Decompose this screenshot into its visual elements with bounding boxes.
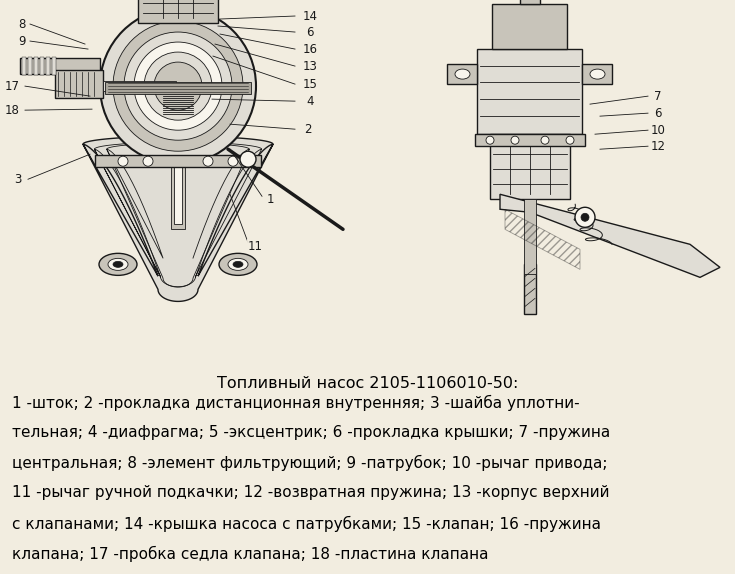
Circle shape	[154, 62, 202, 110]
Bar	[492, 4, 567, 49]
Bar	[52, 57, 56, 75]
Circle shape	[240, 151, 256, 167]
Text: 11: 11	[248, 240, 262, 253]
Bar	[95, 155, 261, 167]
Text: клапана; 17 -пробка седла клапана; 18 -пластина клапана: клапана; 17 -пробка седла клапана; 18 -п…	[12, 546, 489, 562]
Text: 10: 10	[650, 123, 665, 137]
Ellipse shape	[233, 261, 243, 267]
Ellipse shape	[113, 261, 123, 267]
Text: 14: 14	[303, 10, 318, 22]
Text: Топливный насос 2105-1106010-50:: Топливный насос 2105-1106010-50:	[217, 377, 518, 391]
Bar	[478, 49, 583, 134]
Circle shape	[100, 8, 256, 164]
Circle shape	[228, 156, 238, 166]
Ellipse shape	[228, 258, 248, 270]
Bar	[34, 57, 38, 75]
Ellipse shape	[590, 69, 605, 79]
Text: 13: 13	[303, 60, 318, 72]
Bar	[105, 82, 251, 94]
Text: с клапанами; 14 -крышка насоса с патрубками; 15 -клапан; 16 -пружина: с клапанами; 14 -крышка насоса с патрубк…	[12, 515, 601, 532]
Circle shape	[143, 156, 153, 166]
Text: 15: 15	[303, 77, 318, 91]
Bar	[490, 134, 570, 199]
Text: 1 -шток; 2 -прокладка дистанционная внутренняя; 3 -шайба уплотни-: 1 -шток; 2 -прокладка дистанционная внут…	[12, 394, 580, 410]
Bar	[46, 57, 50, 75]
Bar	[475, 134, 585, 146]
Circle shape	[144, 52, 212, 120]
Bar	[20, 58, 100, 74]
Circle shape	[203, 156, 213, 166]
Bar	[174, 149, 182, 224]
Circle shape	[541, 136, 549, 144]
Text: 1: 1	[266, 193, 273, 205]
Text: 9: 9	[18, 34, 26, 48]
Ellipse shape	[455, 69, 470, 79]
Circle shape	[566, 136, 574, 144]
Circle shape	[486, 136, 494, 144]
Bar	[583, 64, 612, 84]
Text: 4: 4	[306, 95, 314, 108]
Text: 7: 7	[654, 90, 662, 103]
Circle shape	[113, 21, 243, 151]
Text: 17: 17	[4, 80, 20, 92]
Bar	[28, 57, 32, 75]
Ellipse shape	[99, 253, 137, 276]
Text: 2: 2	[304, 123, 312, 135]
Circle shape	[118, 156, 128, 166]
Circle shape	[134, 42, 222, 130]
Text: 6: 6	[654, 107, 662, 119]
Text: 18: 18	[4, 104, 19, 117]
Text: 6: 6	[306, 26, 314, 38]
Ellipse shape	[219, 253, 257, 276]
Text: 3: 3	[14, 173, 22, 186]
Bar	[138, 0, 218, 23]
Bar	[520, 0, 540, 4]
Ellipse shape	[108, 258, 128, 270]
Text: центральная; 8 -элемент фильтрующий; 9 -патрубок; 10 -рычаг привода;: центральная; 8 -элемент фильтрующий; 9 -…	[12, 455, 608, 471]
Circle shape	[511, 136, 519, 144]
Bar	[448, 64, 478, 84]
Text: 16: 16	[303, 42, 318, 56]
Text: тельная; 4 -диафрагма; 5 -эксцентрик; 6 -прокладка крышки; 7 -пружина: тельная; 4 -диафрагма; 5 -эксцентрик; 6 …	[12, 425, 610, 440]
Circle shape	[124, 32, 232, 140]
Bar	[103, 81, 176, 91]
Text: 12: 12	[650, 139, 665, 153]
Bar	[524, 265, 536, 315]
Circle shape	[575, 207, 595, 227]
Text: 8: 8	[18, 18, 26, 30]
Bar	[524, 199, 536, 274]
Bar	[40, 57, 44, 75]
Circle shape	[581, 214, 589, 222]
Bar	[171, 144, 185, 229]
Polygon shape	[500, 194, 720, 277]
Bar	[22, 57, 26, 75]
Bar	[55, 70, 103, 98]
Polygon shape	[83, 136, 273, 301]
Text: 11 -рычаг ручной подкачки; 12 -возвратная пружина; 13 -корпус верхний: 11 -рычаг ручной подкачки; 12 -возвратна…	[12, 485, 609, 501]
